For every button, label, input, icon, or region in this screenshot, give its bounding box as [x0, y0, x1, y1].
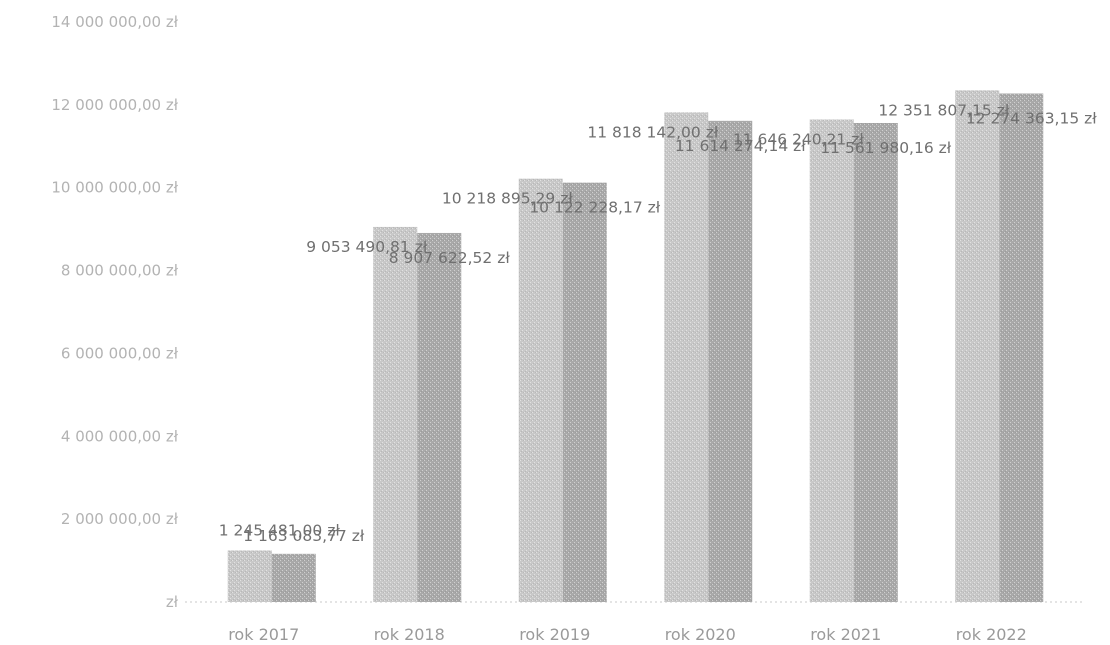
data-label-series1: 11 646 240,21 zł: [733, 131, 864, 149]
data-label-series2: 10 122 228,17 zł: [529, 199, 660, 217]
data-label-series1: 12 351 807,15 zł: [878, 101, 1009, 119]
bar-texture: [227, 550, 272, 602]
data-labels: 1 245 481,00 zł 9 053 490,81 zł 10 218 895…: [219, 101, 1098, 545]
x-tick-label: rok 2021: [810, 625, 881, 644]
data-label-series2: 11 614 274,14 zł: [675, 137, 806, 155]
x-tick-label: rok 2020: [665, 625, 736, 644]
bar-texture: [271, 553, 316, 602]
data-label-series1: 10 218 895,29 zł: [442, 190, 573, 208]
y-tick-label: 8 000 000,00 zł: [61, 262, 179, 280]
data-label-series1: 11 818 142,00 zł: [587, 123, 718, 141]
data-label-series1: 9 053 490,81 zł: [306, 238, 428, 256]
y-tick-label: 12 000 000,00 zł: [51, 96, 178, 114]
bar-texture: [999, 93, 1044, 603]
y-tick-label: 6 000 000,00 zł: [61, 344, 179, 362]
bars: [227, 90, 1044, 603]
x-tick-label: rok 2017: [228, 625, 299, 644]
bar-texture: [955, 90, 1000, 602]
bar-texture: [853, 123, 898, 603]
bar-texture: [417, 232, 462, 603]
bar-texture: [518, 178, 563, 603]
y-tick-label: 14 000 000,00 zł: [51, 13, 178, 31]
data-label-series2: 1 163 083,77 zł: [243, 527, 365, 545]
bar-texture: [562, 182, 607, 602]
x-tick-label: rok 2022: [956, 625, 1027, 644]
x-axis: rok 2017 rok 2018 rok 2019 rok 2020 rok 2021…: [228, 625, 1027, 644]
y-axis: zł 2 000 000,00 zł 4 000 000,00 zł 6 000 00…: [51, 13, 178, 611]
data-label-series2: 8 907 622,52 zł: [389, 249, 511, 267]
x-tick-label: rok 2019: [519, 625, 590, 644]
y-tick-label: 10 000 000,00 zł: [51, 179, 178, 197]
y-tick-label: 4 000 000,00 zł: [61, 427, 179, 445]
data-label-series2: 11 561 980,16 zł: [820, 139, 951, 157]
y-tick-label: zł: [166, 593, 179, 611]
y-tick-label: 2 000 000,00 zł: [61, 510, 179, 528]
bar-texture: [664, 112, 709, 602]
bar-texture: [809, 119, 854, 602]
data-label-series1: 1 245 481,00 zł: [219, 521, 341, 539]
x-tick-label: rok 2018: [374, 625, 445, 644]
bar-texture: [708, 120, 753, 602]
data-label-series2: 12 274 363,15 zł: [966, 109, 1097, 127]
bar-texture: [373, 226, 418, 602]
